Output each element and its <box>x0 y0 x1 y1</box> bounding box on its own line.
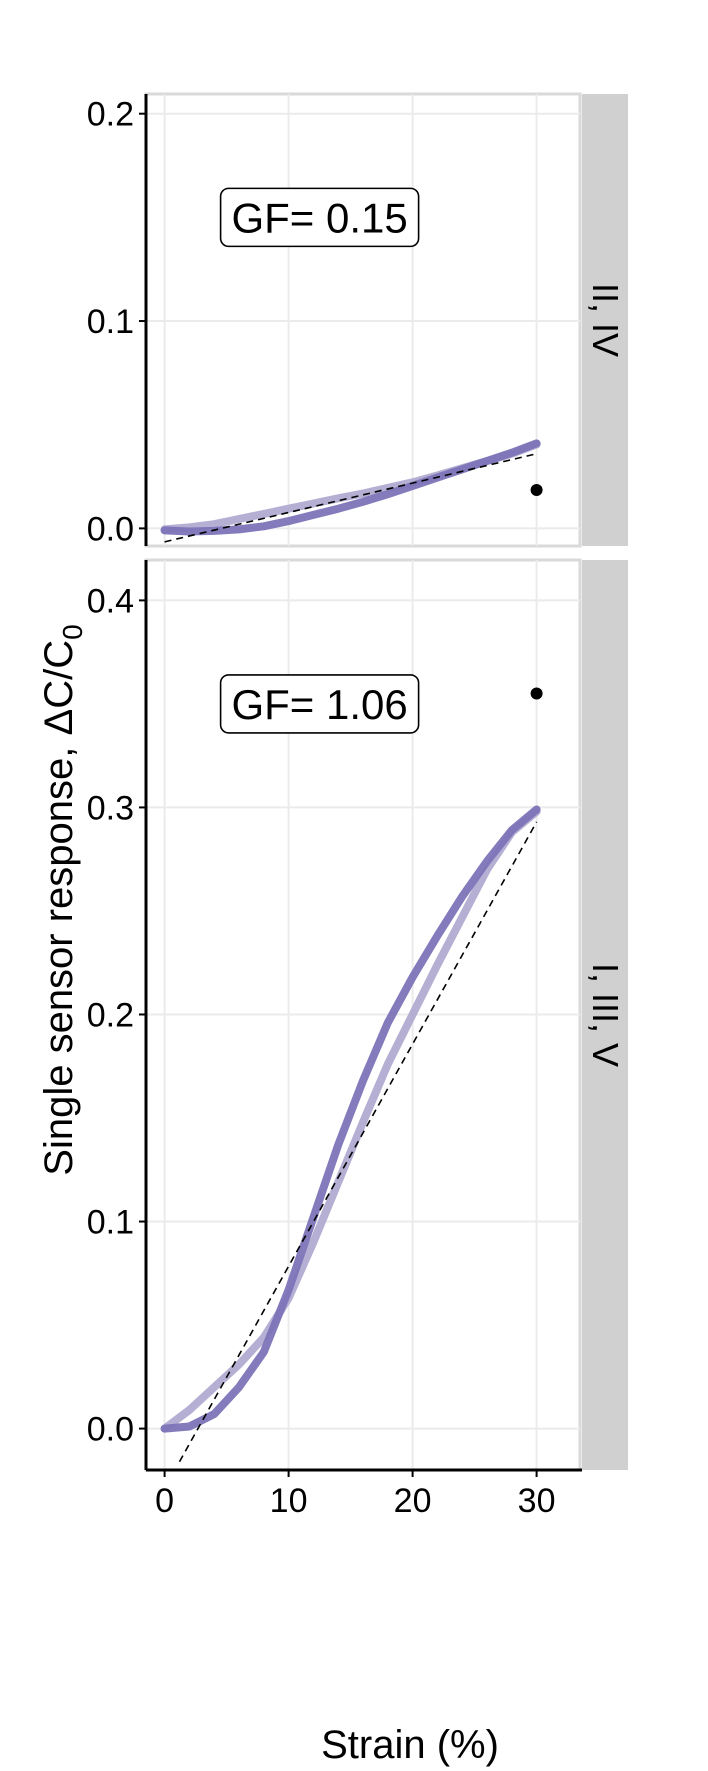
gf-label-box <box>219 674 420 734</box>
y-tick-label: 0.4 <box>87 582 134 620</box>
panel-1: 0.0 0.1 0.2 GF= 0.15 II, IV <box>87 92 628 548</box>
x-tick-label: 30 <box>518 1482 556 1520</box>
panel-background <box>144 92 582 548</box>
gf-label: GF= 1.06 <box>231 681 407 728</box>
fit-line <box>164 452 537 543</box>
x-tick-label: 10 <box>270 1482 308 1520</box>
facet-strip-label: II, IV <box>585 283 626 357</box>
data-point <box>530 484 543 497</box>
x-axis: 0 10 20 30 <box>146 1468 582 1520</box>
series-line-2 <box>160 805 541 1433</box>
chart-panels: 0.0 0.1 0.2 GF= 0.15 II, IV 0.0 0.1 0.2 0.3 0.4 GF… <box>87 92 628 1472</box>
y-tick-label: 0.0 <box>87 510 134 548</box>
data-point <box>530 687 543 700</box>
facet-strip <box>582 94 628 546</box>
y-axis-title: Single sensor response, ΔC/C0 <box>37 624 88 1175</box>
facet-strip <box>582 560 628 1470</box>
series-line-2 <box>160 439 541 536</box>
x-tick-label: 0 <box>155 1482 174 1520</box>
x-axis-title: Strain (%) <box>321 1723 499 1767</box>
panel-2: 0.0 0.1 0.2 0.3 0.4 GF= 1.06 I, III, V <box>87 558 628 1472</box>
y-tick-label: 0.1 <box>87 1204 134 1242</box>
y-tick-label: 0.3 <box>87 789 134 827</box>
y-tick-label: 0.2 <box>87 96 134 134</box>
y-tick-label: 0.1 <box>87 303 134 341</box>
y-tick-label: 0.2 <box>87 996 134 1034</box>
gf-label: GF= 0.15 <box>231 194 407 241</box>
fit-line <box>178 821 538 1463</box>
facet-strip-label: I, III, V <box>585 963 626 1067</box>
y-tick-label: 0.0 <box>87 1411 134 1449</box>
gf-label-box <box>219 187 420 248</box>
x-tick-label: 20 <box>394 1482 432 1520</box>
